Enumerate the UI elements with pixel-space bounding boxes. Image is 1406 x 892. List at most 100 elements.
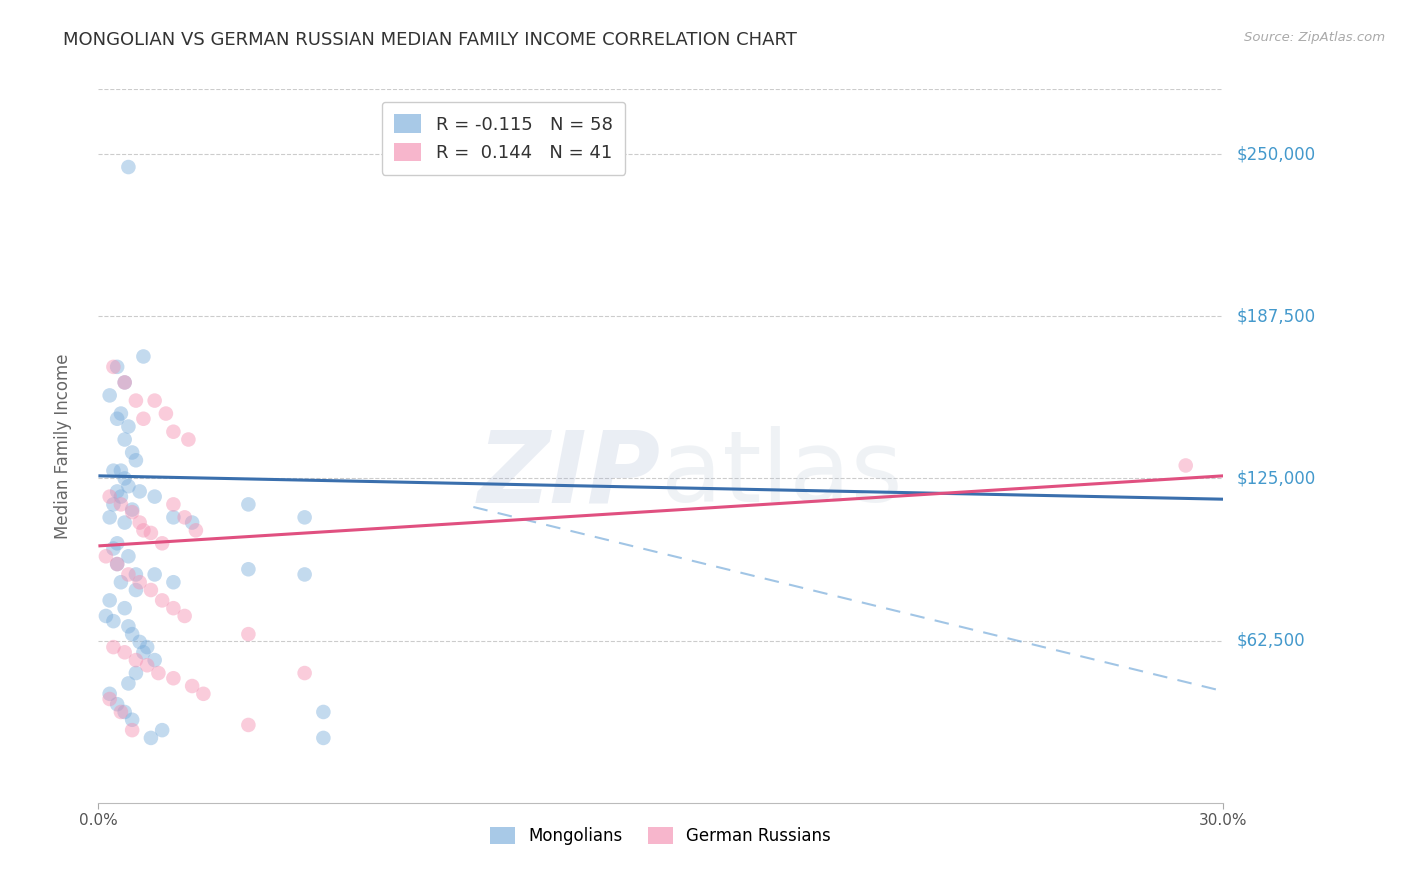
Point [238, 497, 260, 511]
Point [125, 393, 148, 408]
Point [105, 557, 128, 571]
Point [121, 713, 143, 727]
Point [114, 645, 136, 659]
Point [125, 653, 148, 667]
Point [143, 567, 166, 582]
Point [117, 549, 139, 564]
Point [128, 516, 150, 530]
Point [103, 464, 125, 478]
Point [105, 411, 128, 425]
Point [173, 609, 195, 624]
Point [117, 619, 139, 633]
Point [181, 516, 204, 530]
Point [105, 697, 128, 711]
Point [143, 393, 166, 408]
Point [132, 645, 155, 659]
Point [132, 411, 155, 425]
Point [181, 679, 204, 693]
Text: Source: ZipAtlas.com: Source: ZipAtlas.com [1244, 31, 1385, 45]
Point [139, 525, 162, 540]
Point [121, 627, 143, 641]
Point [117, 160, 139, 174]
Point [143, 653, 166, 667]
Point [125, 582, 148, 597]
Point [128, 484, 150, 499]
Point [110, 575, 132, 590]
Point [143, 490, 166, 504]
Point [162, 510, 184, 524]
Point [1174, 458, 1197, 473]
Point [173, 510, 195, 524]
Point [177, 433, 200, 447]
Point [162, 671, 184, 685]
Point [193, 687, 215, 701]
Text: $62,500: $62,500 [1237, 632, 1306, 649]
Point [312, 705, 335, 719]
Point [125, 453, 148, 467]
Point [162, 575, 184, 590]
Point [132, 524, 155, 538]
Text: $250,000: $250,000 [1237, 145, 1316, 163]
Point [114, 433, 136, 447]
Point [294, 666, 316, 681]
Text: atlas: atlas [661, 426, 903, 523]
Point [121, 505, 143, 519]
Point [312, 731, 335, 745]
Point [105, 557, 128, 571]
Point [110, 497, 132, 511]
Text: MONGOLIAN VS GERMAN RUSSIAN MEDIAN FAMILY INCOME CORRELATION CHART: MONGOLIAN VS GERMAN RUSSIAN MEDIAN FAMIL… [63, 31, 797, 49]
Point [103, 359, 125, 374]
Point [114, 376, 136, 390]
Point [110, 705, 132, 719]
Point [139, 582, 162, 597]
Point [117, 567, 139, 582]
Point [150, 536, 173, 550]
Point [114, 376, 136, 390]
Point [139, 731, 162, 745]
Point [184, 524, 207, 538]
Point [110, 407, 132, 421]
Point [117, 479, 139, 493]
Point [294, 567, 316, 582]
Point [110, 464, 132, 478]
Point [150, 723, 173, 738]
Point [162, 601, 184, 615]
Point [98, 692, 121, 706]
Point [128, 635, 150, 649]
Point [238, 627, 260, 641]
Point [98, 687, 121, 701]
Point [105, 359, 128, 374]
Point [98, 510, 121, 524]
Point [114, 471, 136, 485]
Point [94, 609, 117, 624]
Point [150, 593, 173, 607]
Point [105, 536, 128, 550]
Point [238, 562, 260, 576]
Point [110, 490, 132, 504]
Point [105, 484, 128, 499]
Point [94, 549, 117, 564]
Y-axis label: Median Family Income: Median Family Income [53, 353, 72, 539]
Point [136, 658, 159, 673]
Point [103, 640, 125, 654]
Text: $125,000: $125,000 [1237, 469, 1316, 487]
Point [98, 593, 121, 607]
Point [117, 676, 139, 690]
Point [121, 723, 143, 738]
Point [294, 510, 316, 524]
Text: ZIP: ZIP [478, 426, 661, 523]
Point [162, 425, 184, 439]
Point [148, 666, 170, 681]
Point [117, 419, 139, 434]
Point [114, 516, 136, 530]
Point [125, 666, 148, 681]
Point [155, 407, 177, 421]
Text: $187,500: $187,500 [1237, 307, 1316, 326]
Legend: Mongolians, German Russians: Mongolians, German Russians [484, 820, 838, 852]
Point [132, 350, 155, 364]
Point [162, 497, 184, 511]
Point [136, 640, 159, 654]
Point [103, 497, 125, 511]
Point [128, 575, 150, 590]
Point [121, 502, 143, 516]
